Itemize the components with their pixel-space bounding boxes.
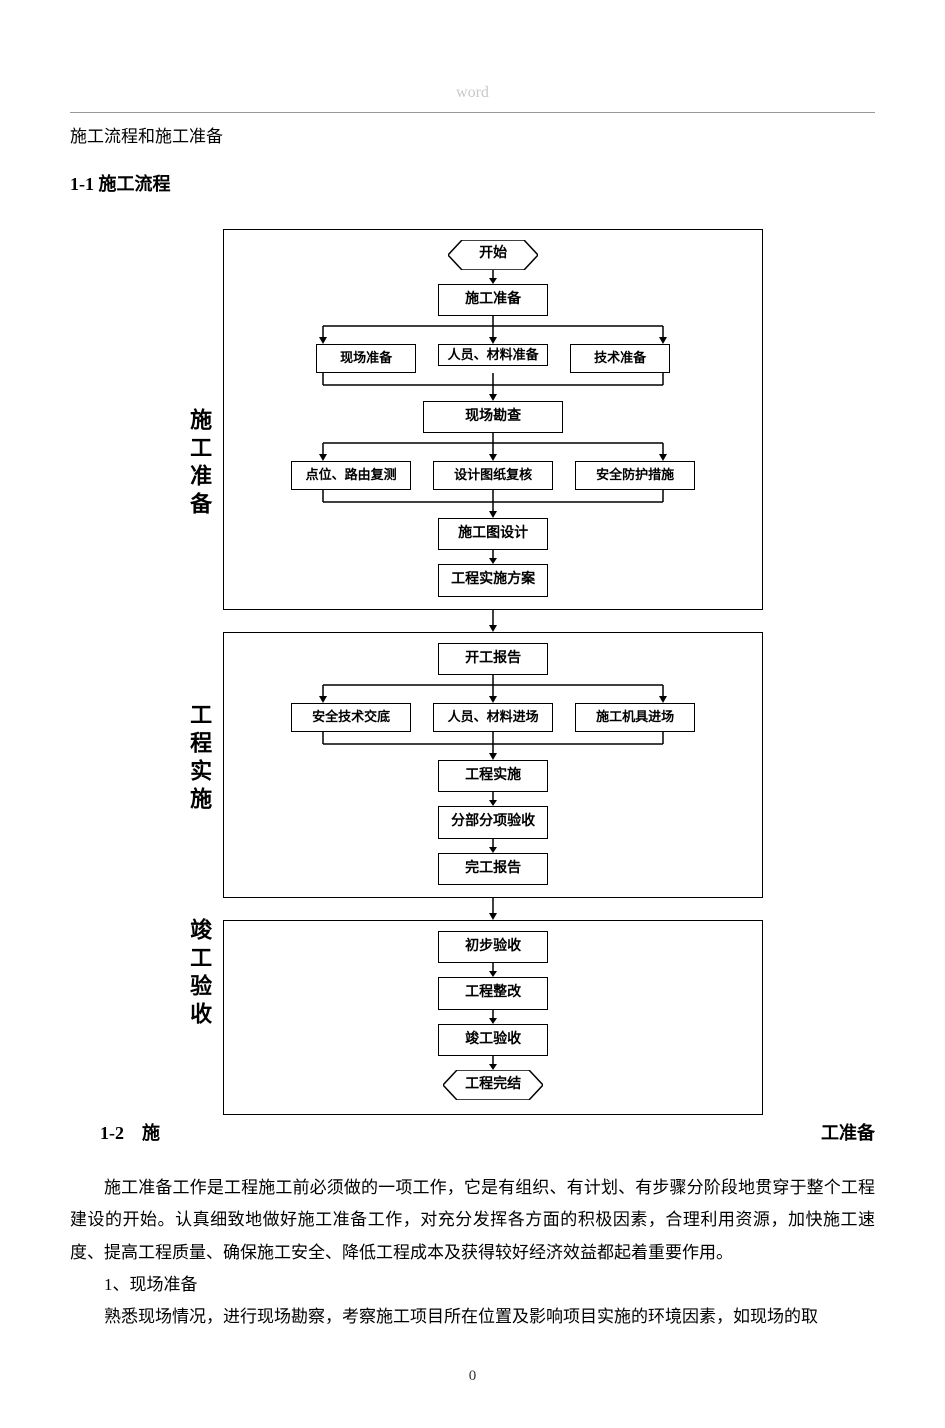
node-staff-enter: 人员、材料进场: [433, 703, 553, 732]
arrow-icon: [236, 839, 750, 853]
arrow-icon: [236, 1010, 750, 1024]
arrow-icon: [236, 792, 750, 806]
arrow-icon: [236, 1056, 750, 1070]
node-final-accept: 竣工验收: [438, 1024, 548, 1056]
node-tech-prep: 技术准备: [570, 344, 670, 373]
stage-label-impl: 工程实施: [182, 589, 217, 849]
section-1-heading: 1-1 施工流程: [70, 170, 875, 199]
node-start-label: 开始: [479, 243, 507, 265]
paragraph-3: 熟悉现场情况，进行现场勘察，考察施工项目所在位置及影响项目实施的环境因素，如现场…: [70, 1301, 875, 1333]
branch-connector: [243, 316, 743, 344]
section-2-heading-left: 1-2 施: [100, 1119, 160, 1148]
node-con-drawing: 施工图设计: [438, 518, 548, 550]
node-finish-report: 完工报告: [438, 853, 548, 885]
merge-connector: [243, 490, 743, 518]
node-site-prep: 现场准备: [316, 344, 416, 373]
section-2-heading-right: 工准备: [821, 1119, 875, 1148]
node-impl-plan: 工程实施方案: [438, 564, 548, 596]
body-text: 施工准备工作是工程施工前必须做的一项工作，它是有组织、有计划、有步骤分阶段地贯穿…: [70, 1172, 875, 1333]
merge-connector: [243, 732, 743, 760]
node-drawing-check: 设计图纸复核: [433, 461, 553, 490]
node-complete-label: 工程完结: [465, 1074, 521, 1096]
header-rule: [70, 112, 875, 113]
node-start: 开始: [448, 240, 538, 270]
node-sub-accept: 分部分项验收: [438, 806, 548, 838]
node-staff-mat-label: 人员、材料准备: [448, 347, 539, 362]
branch-connector: [243, 675, 743, 703]
arrow-icon: [223, 610, 763, 632]
stage-box-impl: 开工报告 安全技术交底 人员、材料进场 施工机具进场: [223, 632, 763, 898]
section-2-heading-row: 1-2 施 工准备: [70, 1119, 875, 1148]
arrow-icon: [236, 963, 750, 977]
stage-label-accept: 竣工验收: [182, 849, 217, 1049]
node-rectify: 工程整改: [438, 977, 548, 1009]
stage-labels-column: 施工准备 工程实施 竣工验收: [182, 229, 217, 1049]
branch-connector: [243, 433, 743, 461]
node-point-route: 点位、路由复测: [291, 461, 411, 490]
node-survey: 现场勘查: [423, 401, 563, 433]
arrow-icon: [223, 898, 763, 920]
paragraph-2: 1、现场准备: [70, 1269, 875, 1301]
doc-title: 施工流程和施工准备: [70, 123, 875, 150]
stage-box-accept: 初步验收 工程整改 竣工验收 工程完结: [223, 920, 763, 1115]
node-prep: 施工准备: [438, 284, 548, 316]
node-start-report: 开工报告: [438, 643, 548, 675]
arrow-icon: [236, 270, 750, 284]
node-pre-accept: 初步验收: [438, 931, 548, 963]
arrow-icon: [236, 550, 750, 564]
merge-connector: [243, 373, 743, 401]
node-equip-enter: 施工机具进场: [575, 703, 695, 732]
stage-box-prep: 开始 施工准备 现场准备 人员、材料准备 技术准备: [223, 229, 763, 610]
node-staff-mat: 人员、材料准备: [438, 344, 548, 366]
watermark-text: word: [70, 80, 875, 106]
flowchart-container: 施工准备 工程实施 竣工验收 开始 施工准备: [70, 229, 875, 1116]
node-safety-brief: 安全技术交底: [291, 703, 411, 732]
node-safety-measure: 安全防护措施: [575, 461, 695, 490]
page-number: 0: [70, 1364, 875, 1388]
paragraph-1: 施工准备工作是工程施工前必须做的一项工作，它是有组织、有计划、有步骤分阶段地贯穿…: [70, 1172, 875, 1269]
node-complete: 工程完结: [443, 1070, 543, 1100]
node-impl: 工程实施: [438, 760, 548, 792]
stage-label-prep: 施工准备: [182, 229, 217, 589]
flowchart: 开始 施工准备 现场准备 人员、材料准备 技术准备: [223, 229, 763, 1116]
